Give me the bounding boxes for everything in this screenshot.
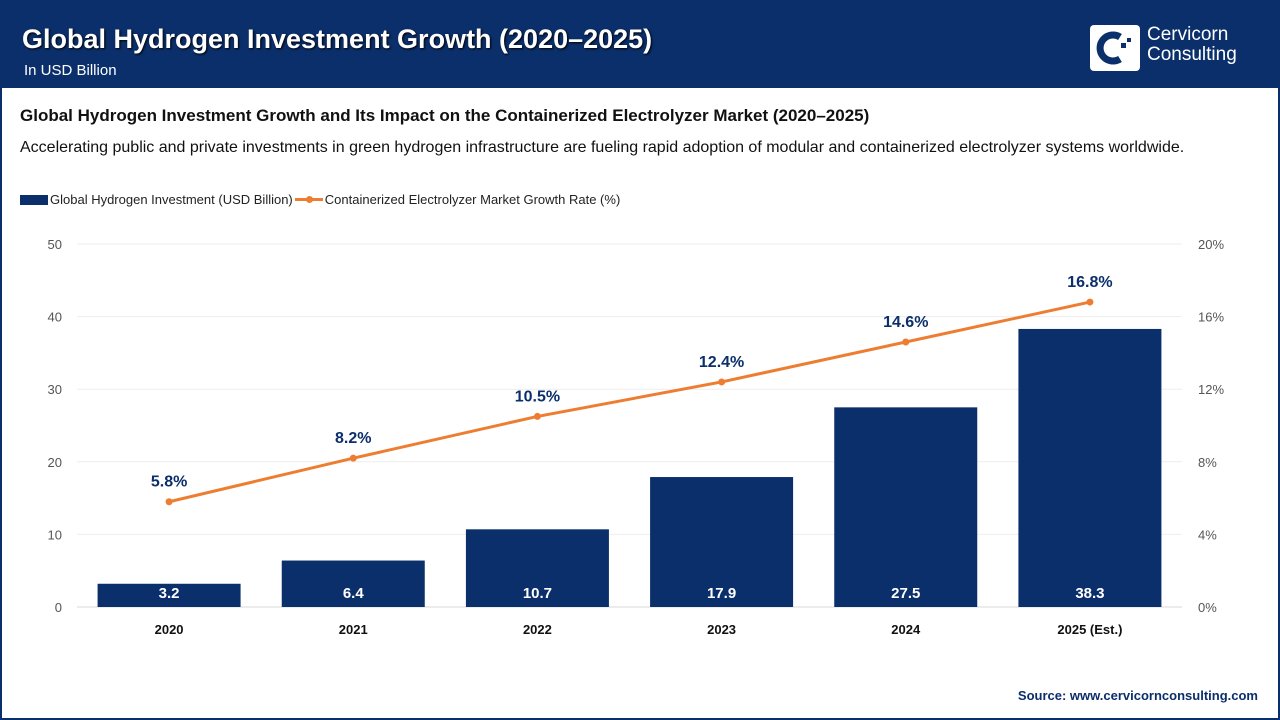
line-data-label: 14.6% bbox=[883, 314, 928, 331]
x-tick-label: 2025 (Est.) bbox=[1057, 622, 1122, 637]
y-left-tick-label: 40 bbox=[48, 310, 62, 325]
legend-bar-swatch bbox=[20, 194, 48, 205]
legend: Global Hydrogen Investment (USD Billion)… bbox=[20, 192, 620, 207]
page-title: Global Hydrogen Investment Growth (2020–… bbox=[22, 24, 653, 54]
bar bbox=[281, 560, 425, 607]
line-data-label: 12.4% bbox=[699, 354, 744, 371]
x-tick-label: 2021 bbox=[339, 622, 368, 637]
bar-data-label: 38.3 bbox=[1075, 585, 1104, 602]
y-right-tick-label: 12% bbox=[1198, 382, 1224, 397]
bar bbox=[650, 477, 794, 607]
y-right-tick-label: 0% bbox=[1198, 600, 1217, 615]
bar-data-label: 3.2 bbox=[159, 585, 180, 602]
line-point bbox=[165, 498, 173, 506]
logo-icon bbox=[1090, 25, 1140, 71]
bar bbox=[97, 583, 241, 607]
y-left-tick-label: 30 bbox=[48, 382, 62, 397]
bar bbox=[465, 529, 609, 607]
header-band bbox=[0, 0, 1280, 88]
line-point bbox=[533, 412, 541, 420]
bar-data-label: 6.4 bbox=[343, 585, 365, 602]
y-right-tick-label: 8% bbox=[1198, 455, 1217, 470]
y-left-tick-label: 10 bbox=[48, 527, 62, 542]
y-left-tick-label: 0 bbox=[55, 600, 62, 615]
y-right-tick-label: 16% bbox=[1198, 310, 1224, 325]
line-data-label: 5.8% bbox=[151, 474, 187, 491]
bar-data-label: 27.5 bbox=[891, 585, 920, 602]
legend-line-label: Containerized Electrolyzer Market Growth… bbox=[324, 192, 621, 207]
bar-data-label: 17.9 bbox=[707, 585, 736, 602]
y-left-tick-label: 20 bbox=[48, 455, 62, 470]
bar bbox=[834, 407, 978, 607]
chart-heading: Global Hydrogen Investment Growth and It… bbox=[20, 106, 870, 125]
page-subtitle: In USD Billion bbox=[24, 62, 117, 79]
source: Source: www.cervicornconsulting.com bbox=[1017, 688, 1258, 703]
y-right-tick-label: 20% bbox=[1198, 237, 1224, 252]
legend-line-swatch bbox=[294, 196, 323, 203]
chart-description: Accelerating public and private investme… bbox=[20, 139, 1185, 156]
line-point bbox=[718, 378, 726, 386]
logo-text: Cervicorn Consulting bbox=[1147, 24, 1237, 65]
x-tick-label: 2020 bbox=[155, 622, 184, 637]
bar-data-label: 10.7 bbox=[523, 585, 552, 602]
line-point bbox=[1086, 298, 1094, 306]
line-data-label: 8.2% bbox=[335, 430, 371, 447]
line-point bbox=[902, 338, 910, 346]
x-tick-label: 2022 bbox=[523, 622, 552, 637]
y-left-tick-label: 50 bbox=[48, 237, 62, 252]
x-tick-label: 2023 bbox=[707, 622, 736, 637]
line-point bbox=[349, 454, 357, 462]
legend-bar-label: Global Hydrogen Investment (USD Billion) bbox=[50, 192, 293, 207]
line-data-label: 10.5% bbox=[515, 388, 560, 405]
y-right-tick-label: 4% bbox=[1198, 527, 1217, 542]
growth-line bbox=[168, 300, 1091, 504]
x-tick-label: 2024 bbox=[891, 622, 921, 637]
line-data-label: 16.8% bbox=[1067, 274, 1112, 291]
bar bbox=[1018, 328, 1162, 607]
